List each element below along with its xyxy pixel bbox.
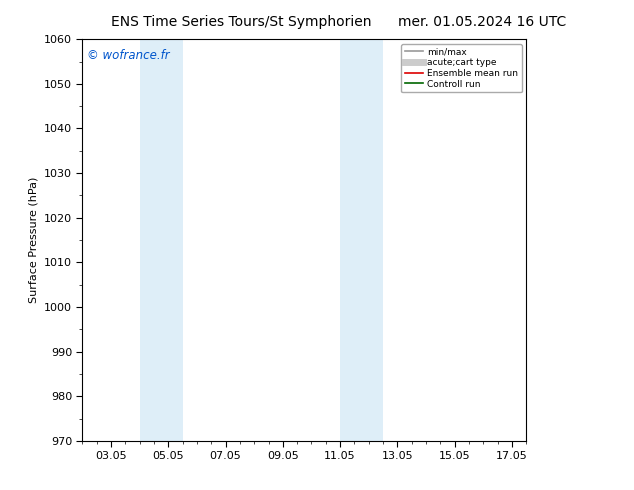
- Bar: [139, 39, 183, 441]
- Text: ENS Time Series Tours/St Symphorien: ENS Time Series Tours/St Symphorien: [111, 15, 371, 29]
- Legend: min/max, acute;cart type, Ensemble mean run, Controll run: min/max, acute;cart type, Ensemble mean …: [401, 44, 522, 92]
- Y-axis label: Surface Pressure (hPa): Surface Pressure (hPa): [29, 177, 38, 303]
- Text: © wofrance.fr: © wofrance.fr: [87, 49, 169, 62]
- Text: mer. 01.05.2024 16 UTC: mer. 01.05.2024 16 UTC: [398, 15, 566, 29]
- Bar: [340, 39, 383, 441]
